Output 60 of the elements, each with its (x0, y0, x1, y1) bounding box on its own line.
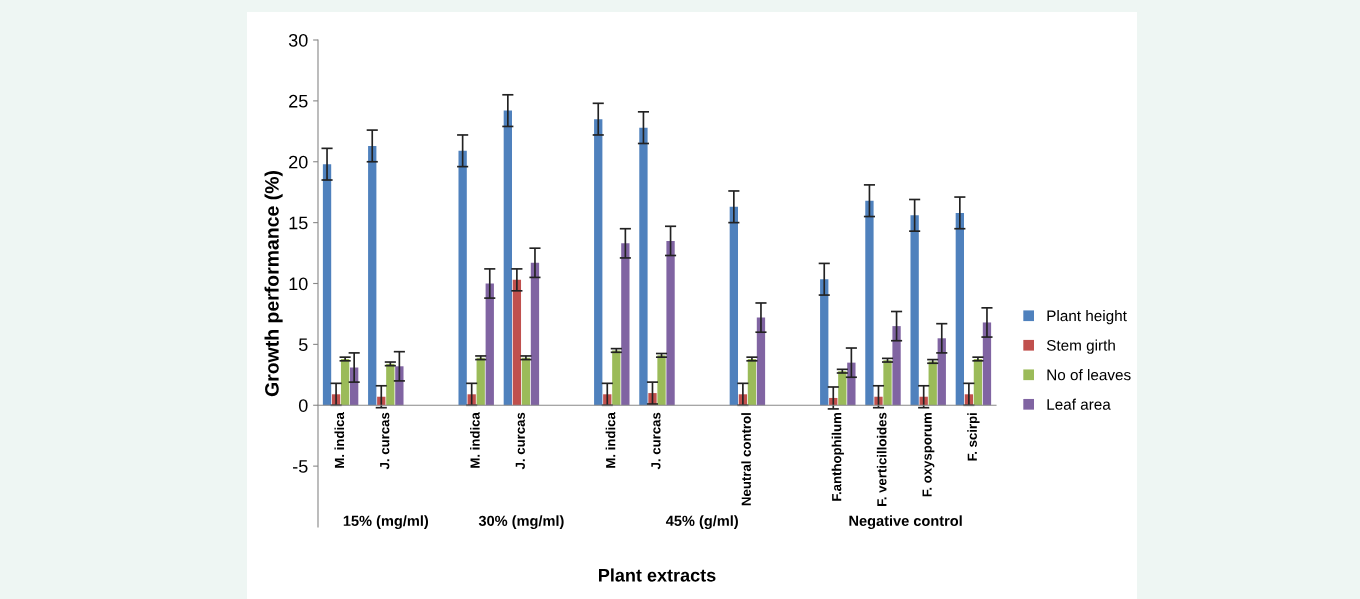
x-tick-label: M. indica (470, 412, 480, 468)
annotation: Negative control (849, 515, 962, 529)
bar (657, 355, 666, 406)
x-tick-label: J. curcas (515, 412, 525, 470)
bar (883, 360, 892, 406)
bar (729, 206, 738, 406)
bar (982, 322, 992, 406)
x-tick-label: J. curcas (651, 412, 661, 470)
x-tick-label: F.anthophilum (831, 413, 844, 501)
x-tick-label: M. indica (334, 412, 345, 468)
bar (639, 127, 648, 406)
bar (621, 243, 630, 406)
legend-label: Plant height (1047, 310, 1127, 325)
y-tick-label: 25 (289, 94, 308, 108)
bar (666, 240, 675, 406)
y-tick-label: 0 (298, 399, 308, 412)
bar (530, 262, 540, 406)
bar (747, 358, 757, 406)
bar (386, 363, 395, 406)
x-tick-label: F. oxysporum (922, 413, 935, 497)
y-tick-label: -5 (293, 460, 308, 473)
x-tick-label: M. indica (605, 412, 616, 468)
y-tick-label: 15 (289, 216, 308, 230)
bar (865, 200, 874, 406)
bar (503, 110, 512, 406)
bar (340, 358, 350, 406)
bar (973, 358, 983, 406)
x-tick-label: Neutral control (741, 413, 751, 506)
annotation: 45% (g/ml) (665, 515, 738, 529)
annotation: 30% (mg/ml) (478, 515, 564, 529)
y-tick-label: 30 (288, 33, 308, 47)
legend-label: Leaf area (1047, 398, 1111, 410)
bar (458, 150, 467, 406)
bar (955, 212, 964, 406)
bar (368, 145, 377, 406)
bar (476, 357, 485, 406)
legend-label: Stem girth (1046, 339, 1115, 354)
bar (594, 119, 603, 406)
y-tick-label: 5 (298, 338, 308, 352)
bar (928, 361, 937, 406)
bar (485, 283, 494, 406)
y-tick-label: 20 (289, 155, 308, 169)
bar (847, 362, 856, 406)
bar (395, 366, 404, 406)
bar (892, 326, 901, 406)
bar (820, 279, 829, 406)
x-tick-label: F. scirpi (967, 413, 980, 461)
bar (521, 357, 531, 406)
annotation: 15% (mg/ml) (343, 515, 429, 529)
x-axis-title: Plant extracts (599, 568, 716, 582)
bar (322, 164, 332, 406)
y-tick-label: 10 (289, 277, 308, 291)
bar (612, 350, 621, 406)
y-axis-title: Growth performance (%) (264, 171, 283, 397)
x-tick-label: J. curcas (380, 412, 390, 470)
legend-label: No of leaves (1047, 369, 1131, 381)
bar (512, 279, 522, 406)
bar (910, 215, 919, 406)
x-tick-label: F. verticilloides (876, 412, 887, 506)
bar (756, 317, 766, 406)
